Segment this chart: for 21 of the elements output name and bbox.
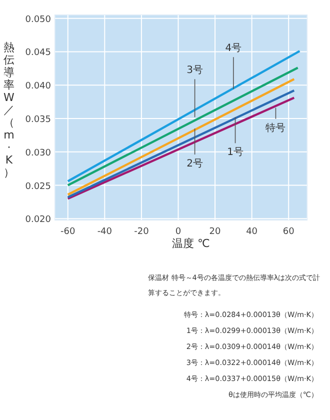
text: 熱伝導率W／（m·K）: [4, 41, 14, 179]
y-tick-label: 0.040: [25, 82, 52, 92]
x-tick-label: -20: [134, 227, 150, 237]
y-tick-label: 0.020: [25, 215, 52, 226]
y-tick-label: 0.035: [25, 115, 51, 125]
x-tick-label: 60: [282, 227, 295, 237]
annotation: 2号: [186, 158, 203, 170]
annotation: 3号: [186, 65, 203, 76]
annotation: 4号: [225, 43, 242, 54]
y-tick-label: 0.050: [25, 14, 52, 25]
y-tick-label: 0.025: [25, 182, 51, 192]
y-tick-label: 0.030: [25, 148, 52, 158]
x-tick-label: 40: [246, 227, 258, 237]
annotation: 特号: [266, 122, 286, 134]
x-tick-label: -60: [60, 227, 76, 237]
x-axis-title: 温度 ℃: [172, 237, 210, 250]
x-tick-label: 20: [209, 227, 222, 237]
x-tick-label: 0: [175, 227, 182, 237]
y-tick-label: 0.045: [25, 48, 51, 58]
annotation: 1号: [227, 147, 244, 158]
x-tick-label: -40: [97, 227, 112, 237]
